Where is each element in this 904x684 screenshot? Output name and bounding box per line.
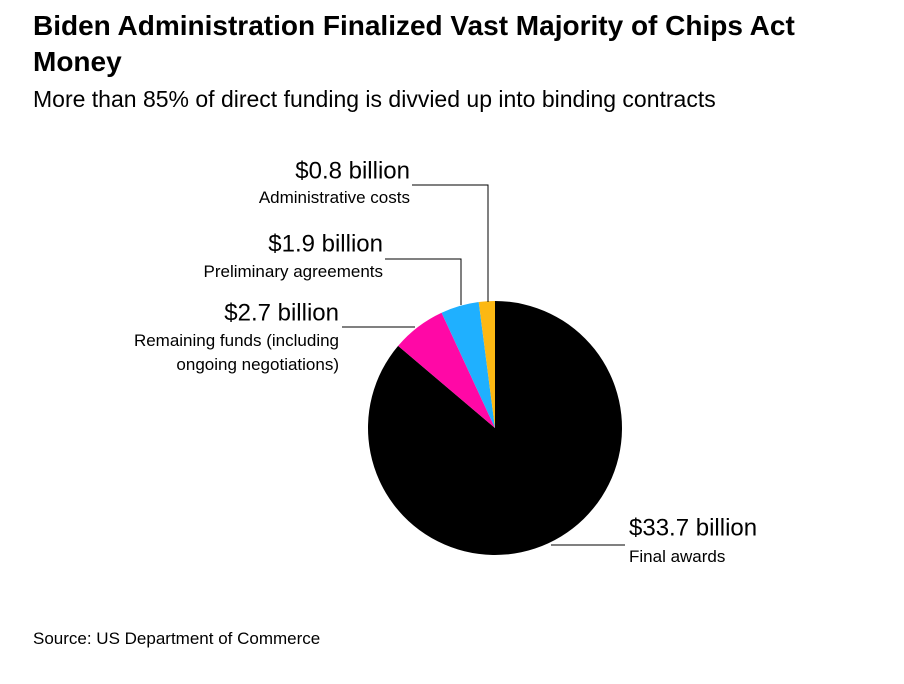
pie-slice — [367, 301, 622, 556]
value-label: $0.8 billion — [295, 157, 410, 184]
source: Source: US Department of Commerce — [33, 629, 321, 648]
pie-slice — [478, 301, 495, 428]
value-label: $2.7 billion — [224, 299, 339, 326]
value-label: $1.9 billion — [268, 230, 383, 257]
category-label: Remaining funds (including ongoing negot… — [133, 331, 339, 374]
category-label: Preliminary agreements — [203, 262, 383, 281]
pie-slice — [441, 302, 495, 428]
chart-title: Biden Administration Finalized Vast Majo… — [33, 10, 795, 77]
category-label: Administrative costs — [258, 188, 410, 207]
chart-subtitle: More than 85% of direct funding is divvi… — [33, 86, 716, 112]
pie-slice — [398, 312, 495, 428]
leader-line — [412, 184, 489, 302]
category-label: Final awards — [629, 547, 726, 566]
value-label: $33.7 billion — [629, 514, 757, 541]
leader-line — [385, 258, 462, 305]
